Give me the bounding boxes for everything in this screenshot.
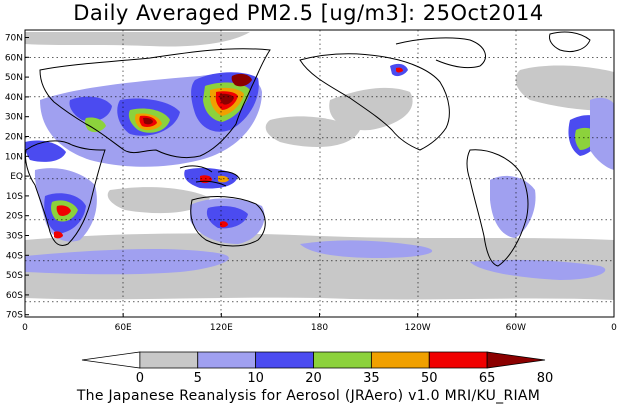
- colorbar-swatch: [197, 351, 257, 369]
- colorbar-swatch: [139, 351, 199, 369]
- indian-ocean-gray: [107, 187, 210, 214]
- colorbar-label: 5: [194, 371, 202, 386]
- lon-tick-label: 60E: [115, 323, 132, 333]
- ne-china-darkred: [231, 73, 252, 87]
- arctic-gray: [25, 32, 250, 47]
- colorbar-swatch: [255, 351, 314, 369]
- lat-tick-label: 40N: [5, 93, 23, 103]
- southern-ocean-blue-3: [470, 259, 606, 280]
- lat-tick-label: 10N: [5, 152, 23, 162]
- southern-ocean-blue-2: [300, 240, 433, 258]
- australia-red: [220, 221, 228, 228]
- longitude-axis: 0 60E 120E 180 120W 60W 0: [22, 313, 617, 333]
- lat-tick-label: 50N: [5, 73, 23, 83]
- south-africa-red: [54, 231, 63, 239]
- lat-tick-label: 30S: [6, 232, 23, 242]
- lat-tick-label: 20S: [6, 212, 23, 222]
- graticule: [25, 30, 614, 317]
- lat-tick-label: 50S: [6, 271, 23, 281]
- lon-tick-label: 0: [611, 323, 617, 333]
- lat-tick-label: 60S: [6, 291, 23, 301]
- colorbar-label: 65: [479, 371, 496, 386]
- colorbar-label: 35: [363, 371, 380, 386]
- colorbar: 0 5 10 20 35 50 65 80: [81, 351, 554, 386]
- lat-tick-label: EQ: [10, 172, 23, 182]
- lon-tick-label: 120W: [405, 323, 431, 333]
- lat-tick-label: 20N: [5, 133, 23, 143]
- tropical-pacific-gray: [265, 116, 360, 147]
- southern-africa-red: [56, 205, 71, 216]
- colorbar-label: 80: [537, 371, 554, 386]
- lat-tick-label: 40S: [6, 251, 23, 261]
- mideast-blue: [69, 96, 112, 122]
- south-america-blue: [490, 175, 536, 238]
- colorbar-label: 0: [136, 371, 144, 386]
- coastlines: [25, 31, 591, 267]
- lon-tick-label: 120E: [210, 323, 233, 333]
- colorbar-swatch: [81, 351, 141, 369]
- colorbar-label: 50: [421, 371, 438, 386]
- southern-ocean-blue: [25, 249, 229, 275]
- lon-tick-label: 60W: [506, 323, 526, 333]
- north-atlantic-gray: [515, 65, 614, 111]
- china-darkred: [219, 93, 234, 105]
- colorbar-swatch: [370, 351, 430, 369]
- lat-tick-label: 30N: [5, 113, 23, 123]
- data-source-caption: The Japanese Reanalysis for Aerosol (JRA…: [76, 388, 541, 404]
- australia-dblue: [206, 206, 248, 229]
- latitude-axis: 70N 60N 50N 40N 30N 20N 10N EQ 10S 20S 30S 40S 50S 60…: [5, 34, 29, 321]
- colorbar-swatch: [486, 351, 546, 369]
- arabia-green: [84, 117, 106, 133]
- lat-tick-label: 60N: [5, 53, 23, 63]
- colorbar-label: 20: [305, 371, 322, 386]
- india-darkred: [143, 117, 153, 125]
- lon-tick-label: 180: [311, 323, 328, 333]
- colorbar-swatch: [313, 351, 372, 369]
- lat-tick-label: 70N: [5, 34, 23, 44]
- map-title: Daily Averaged PM2.5 [ug/m3]: 25Oct2014: [73, 1, 544, 25]
- colorbar-swatch: [428, 351, 488, 369]
- east-atlantic-blue: [590, 97, 614, 170]
- colorbar-label: 10: [247, 371, 264, 386]
- lon-tick-label: 0: [22, 323, 28, 333]
- pacific-nw-red: [396, 67, 403, 73]
- lat-tick-label: 10S: [6, 192, 23, 202]
- lat-tick-label: 70S: [6, 311, 23, 321]
- west-africa-blue: [25, 140, 66, 162]
